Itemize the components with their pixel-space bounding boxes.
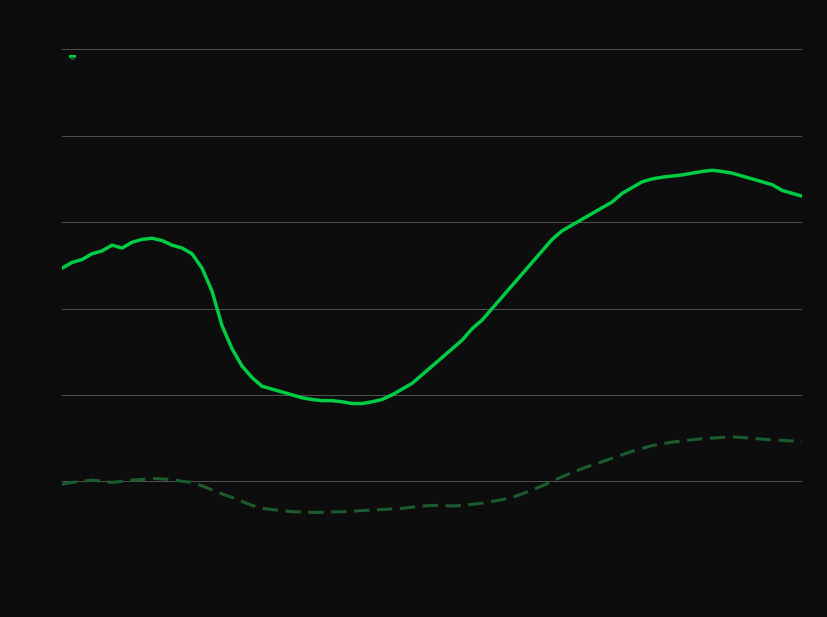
Legend: , : , bbox=[70, 56, 74, 59]
